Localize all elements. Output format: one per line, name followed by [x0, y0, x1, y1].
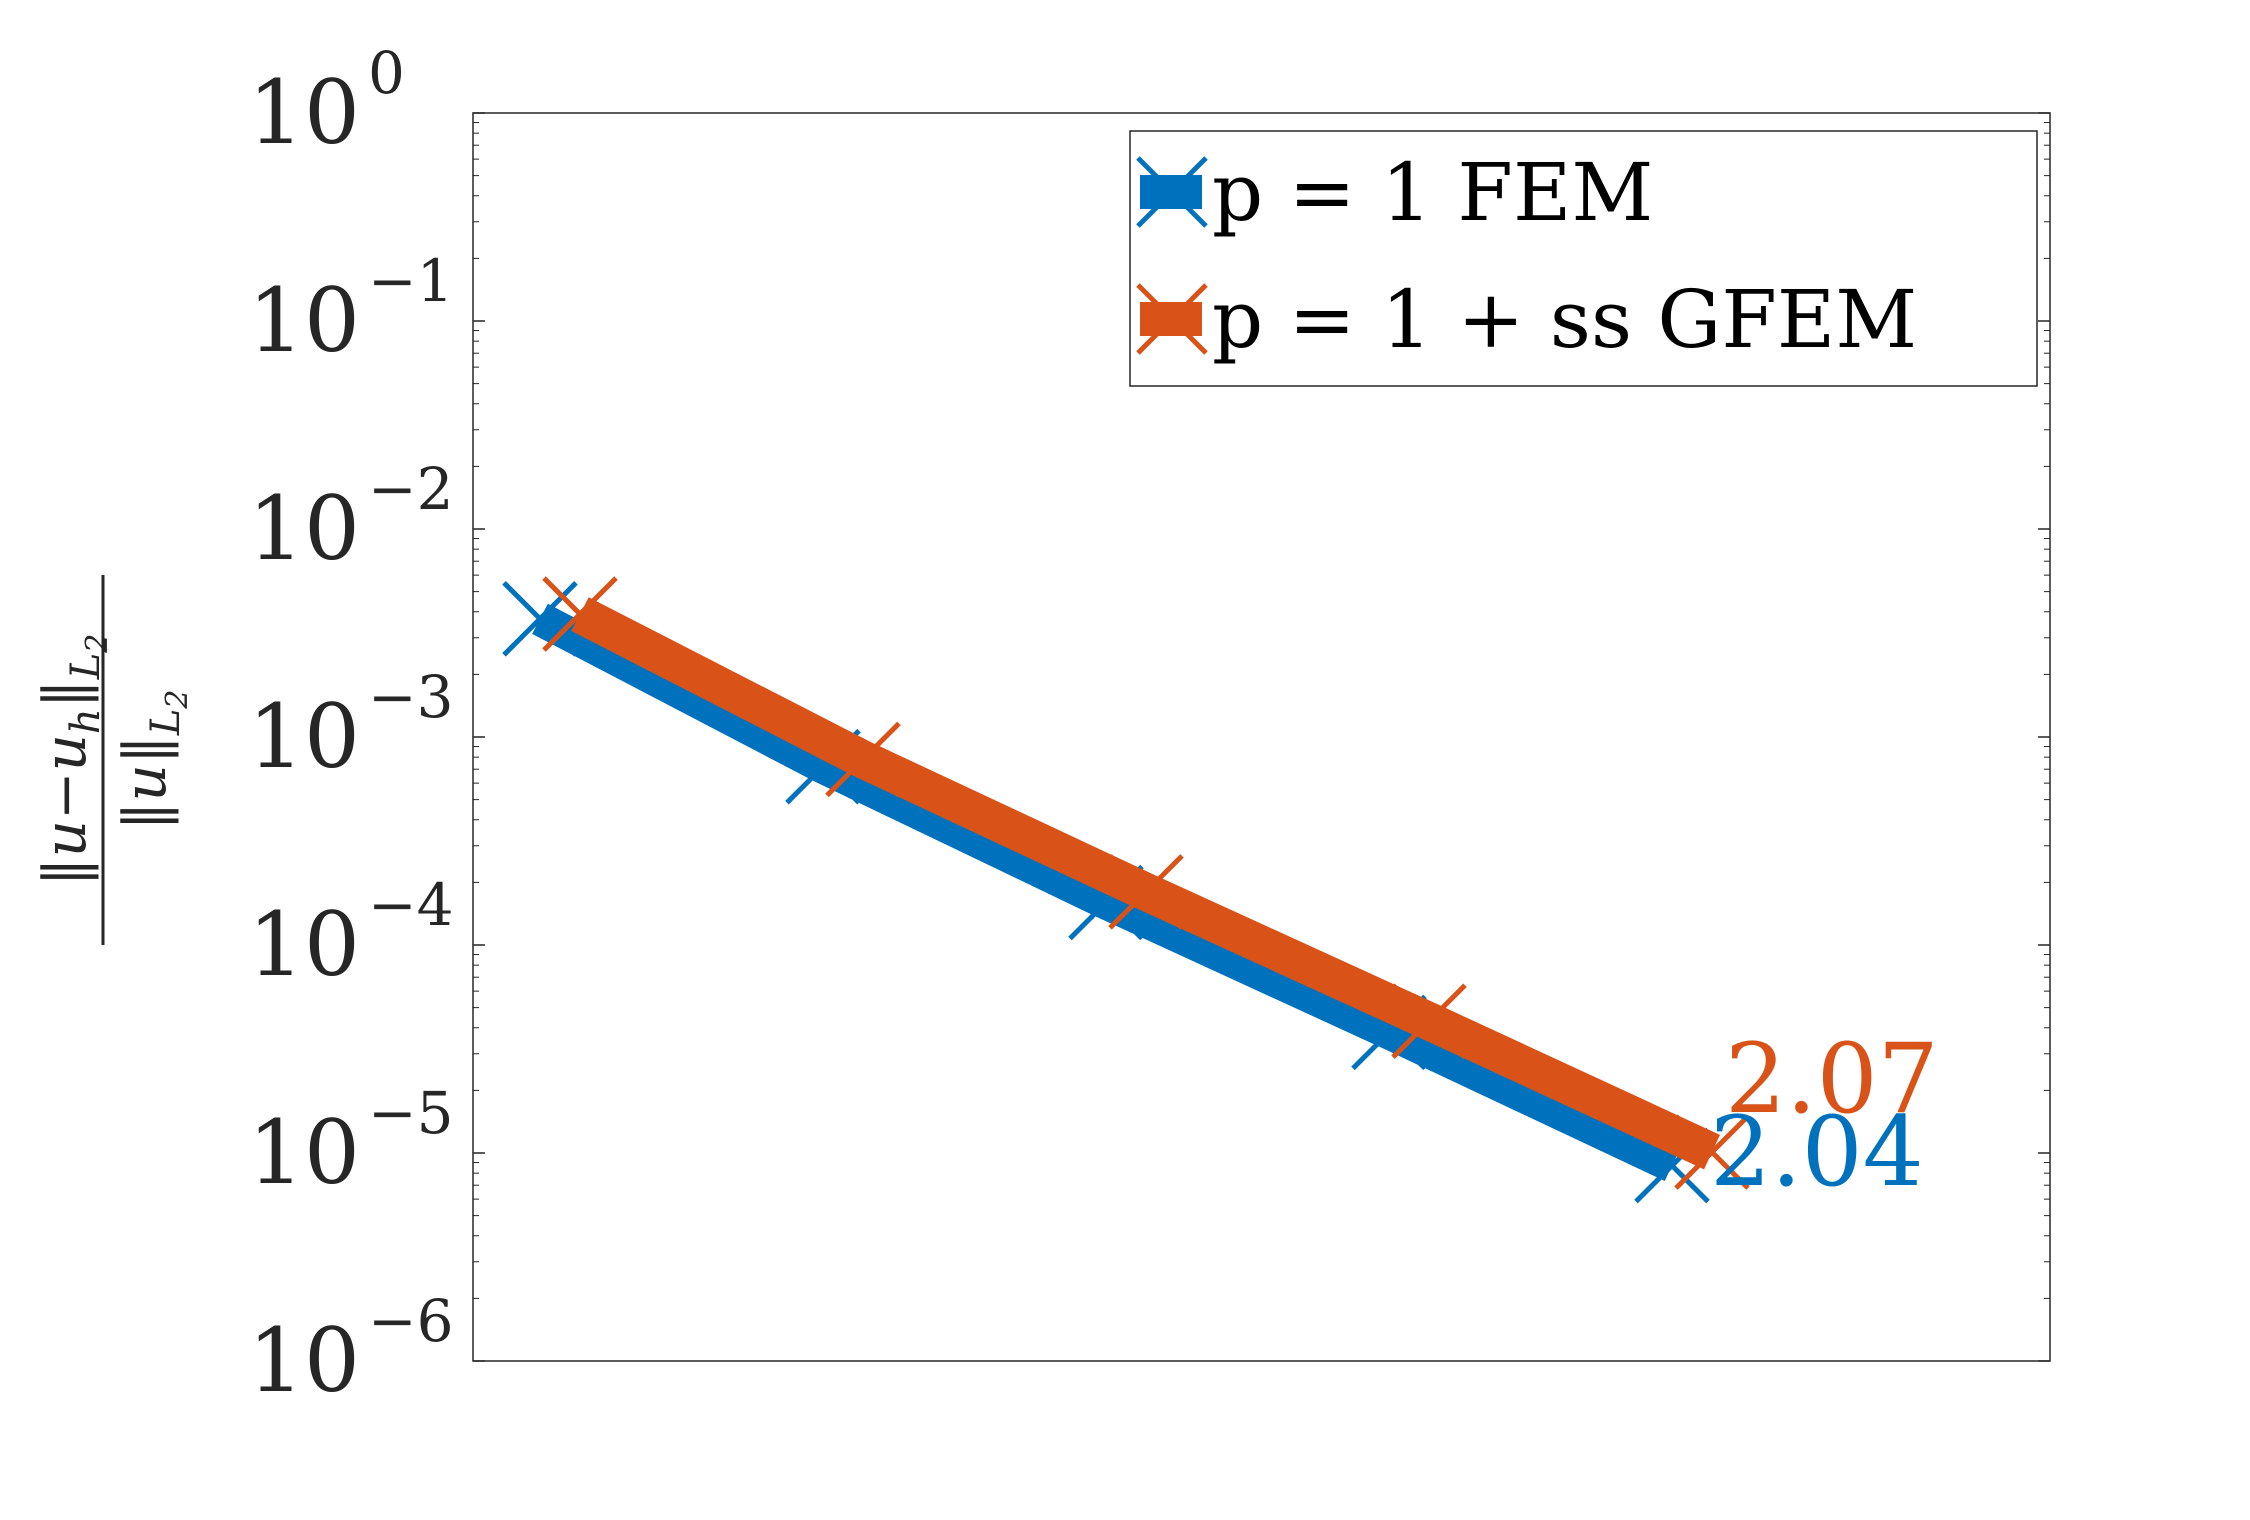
- marker-stroke: [542, 576, 618, 652]
- y-tick-label-exponent: −6: [368, 1287, 454, 1355]
- marker-stroke: [1391, 983, 1467, 1060]
- legend-label: p = 1 FEM: [1212, 146, 1653, 239]
- y-tick-label: 10: [248, 1309, 360, 1412]
- major-ticks: [473, 112, 2050, 1362]
- legend: p = 1 FEM p = 1 + ss GFEM: [1129, 130, 2038, 387]
- y-tick-label: 10: [248, 685, 360, 788]
- y-tick-label-exponent: −1: [368, 247, 454, 315]
- legend-marker-stroke: [1136, 156, 1208, 228]
- marker-stroke: [825, 721, 901, 798]
- slope-labels: 2.042.07: [1710, 1023, 1939, 1208]
- y-tick-label: 10: [248, 61, 360, 164]
- y-tick-label: 10: [248, 477, 360, 580]
- y-axis-label-denominator: ‖u‖L2: [111, 689, 195, 830]
- series-marker-2: [1674, 1114, 1750, 1190]
- slope-label-1: 2.04: [1710, 1096, 1924, 1208]
- legend-label: p = 1 + ss GFEM: [1212, 273, 1917, 366]
- slope-label-2: 2.07: [1725, 1023, 1939, 1135]
- y-axis-label: ‖u−uh‖L2 ‖u‖L2: [31, 575, 195, 945]
- y-tick-label: 10: [248, 269, 360, 372]
- series-marker-2: [1108, 854, 1184, 930]
- y-tick-label: 10: [248, 893, 360, 996]
- y-tick-label-exponent: −2: [368, 455, 454, 523]
- y-tick-label-exponent: 0: [368, 39, 405, 107]
- series-marker-2: [825, 721, 901, 798]
- legend-entry-1: p = 1 FEM: [1136, 146, 1653, 239]
- series-marker-2: [542, 576, 618, 652]
- marker-stroke: [1674, 1114, 1750, 1190]
- minor-ticks: [473, 122, 2050, 1299]
- series-layer: [502, 576, 1750, 1204]
- y-tick-label-exponent: −5: [368, 1079, 454, 1147]
- y-tick-label-exponent: −4: [368, 871, 454, 939]
- y-tick-label-exponent: −3: [368, 663, 454, 731]
- y-tick-label: 10: [248, 1101, 360, 1204]
- series-marker-2: [1391, 983, 1467, 1060]
- marker-stroke: [1108, 854, 1184, 930]
- legend-box: [1129, 130, 2038, 387]
- legend-entries: p = 1 FEM p = 1 + ss GFEM: [1136, 146, 1917, 366]
- legend-marker-stroke: [1136, 283, 1208, 355]
- legend-entry-2: p = 1 + ss GFEM: [1136, 273, 1917, 366]
